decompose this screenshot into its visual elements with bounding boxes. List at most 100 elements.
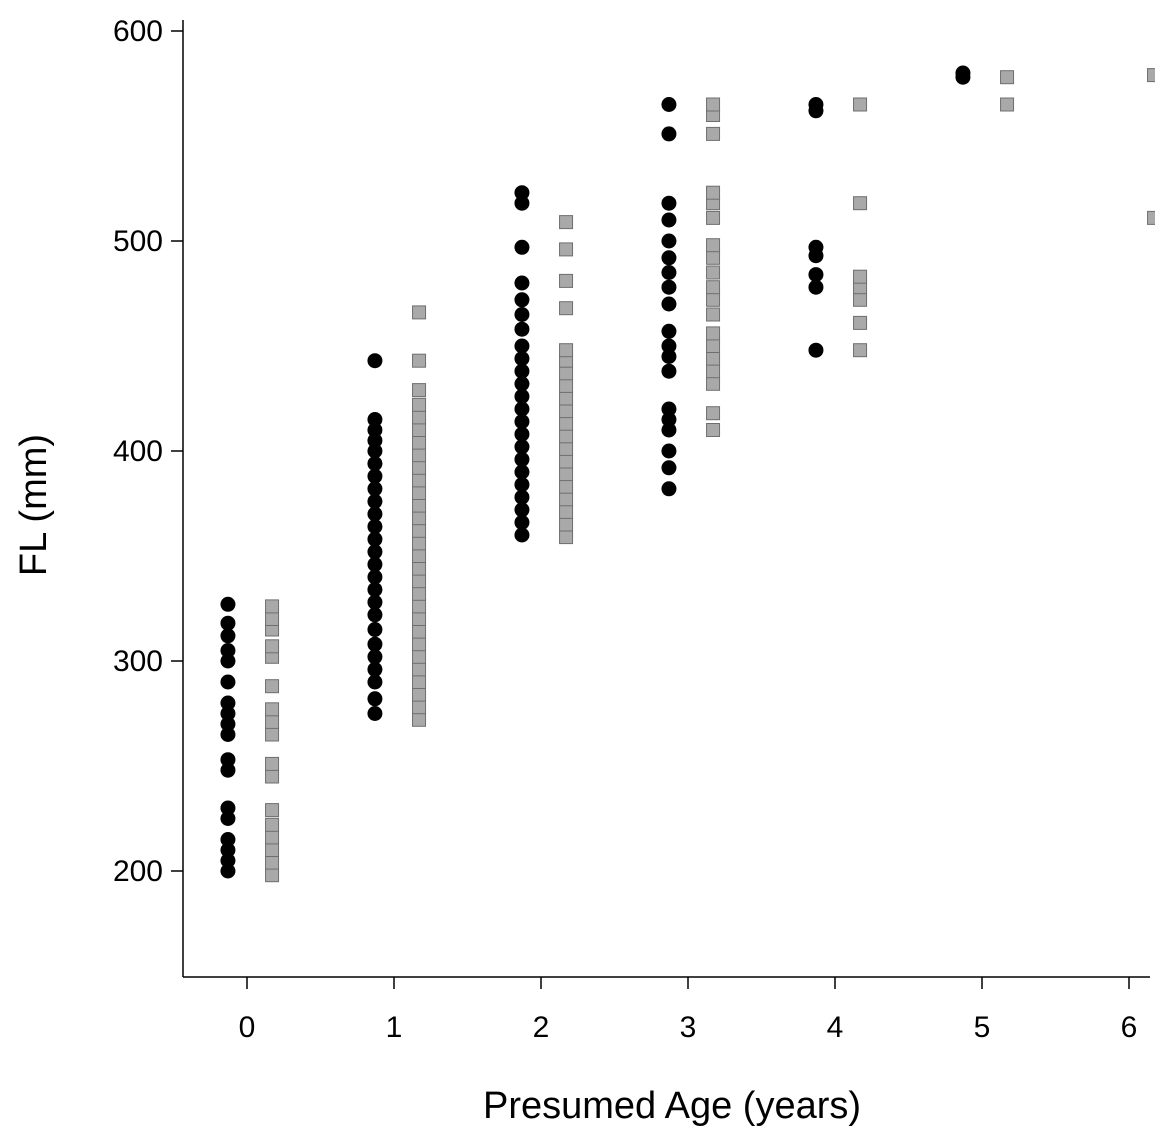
- square-point: [412, 536, 427, 551]
- square-point: [559, 378, 574, 393]
- square-point: [706, 376, 721, 391]
- circle-point: [220, 800, 236, 816]
- circle-point: [808, 267, 824, 283]
- circle-point: [367, 622, 383, 637]
- square-point: [265, 702, 280, 717]
- square-point: [706, 364, 721, 379]
- x-tick-label: 6: [1121, 1011, 1138, 1044]
- circle-point: [514, 414, 530, 430]
- square-point: [412, 561, 427, 576]
- square-point: [559, 391, 574, 406]
- circle-point: [661, 212, 677, 228]
- circle-point: [367, 556, 383, 572]
- y-tick-label: 500: [113, 225, 163, 258]
- x-tick-label: 3: [680, 1011, 697, 1044]
- square-point: [706, 280, 721, 295]
- circle-point: [514, 401, 530, 417]
- circle-point: [367, 594, 383, 610]
- circle-point: [661, 481, 677, 497]
- square-point: [706, 265, 721, 280]
- circle-point: [661, 250, 677, 266]
- square-point: [265, 612, 280, 626]
- circle-point: [367, 706, 383, 721]
- square-point: [412, 687, 427, 702]
- circle-point: [661, 422, 677, 438]
- circle-point: [661, 323, 677, 339]
- square-point: [559, 301, 574, 316]
- square-point: [265, 727, 280, 742]
- square-point: [265, 803, 280, 818]
- square-point: [1147, 210, 1155, 225]
- square-point: [265, 756, 280, 771]
- circle-point: [661, 279, 677, 295]
- square-point: [853, 292, 868, 307]
- circle-point: [955, 65, 971, 81]
- circle-point: [661, 460, 677, 476]
- circle-point: [514, 185, 530, 201]
- circle-point: [514, 351, 530, 367]
- circle-point: [367, 582, 383, 598]
- circle-point: [514, 502, 530, 518]
- square-point: [559, 530, 574, 545]
- square-point: [265, 868, 280, 883]
- circle-point: [220, 653, 236, 669]
- square-point: [706, 126, 721, 141]
- square-point: [265, 679, 280, 694]
- circle-point: [514, 307, 530, 322]
- square-point: [412, 624, 427, 639]
- circle-point: [367, 481, 383, 497]
- circle-point: [220, 727, 236, 742]
- circle-point: [661, 296, 677, 312]
- circle-point: [220, 853, 236, 868]
- axes: 200 300 400 500 600 0 1 2 3 4 5 6: [113, 15, 1150, 1044]
- circle-point: [514, 275, 530, 291]
- circle-point: [367, 661, 383, 677]
- square-point: [265, 714, 280, 729]
- circle-point: [514, 426, 530, 442]
- square-point: [559, 492, 574, 507]
- circle-point: [220, 752, 236, 768]
- circle-point: [514, 321, 530, 337]
- square-point: [412, 383, 427, 398]
- square-point: [412, 712, 427, 727]
- square-point: [412, 423, 427, 437]
- y-tick-label: 300: [113, 645, 163, 678]
- circle-point: [661, 443, 677, 459]
- y-tick-label: 400: [113, 435, 163, 468]
- circle-point: [661, 195, 677, 211]
- circle-point: [220, 762, 236, 778]
- square-point: [559, 242, 574, 257]
- square-point: [412, 649, 427, 664]
- square-point: [559, 467, 574, 482]
- square-point: [412, 574, 427, 589]
- square-point: [412, 448, 427, 463]
- circle-point: [514, 363, 530, 379]
- square-point: [412, 410, 427, 425]
- circle-point: [514, 451, 530, 467]
- circle-point: [220, 716, 236, 732]
- square-point: [559, 429, 574, 444]
- square-point: [412, 498, 427, 513]
- square-point: [1000, 70, 1015, 85]
- square-point: [412, 397, 427, 412]
- circle-point: [661, 349, 677, 364]
- square-point: [412, 612, 427, 626]
- square-point: [265, 769, 280, 784]
- square-point: [706, 210, 721, 225]
- circle-point: [367, 412, 383, 427]
- circle-point: [661, 97, 677, 112]
- square-point: [706, 406, 721, 421]
- square-point: [412, 599, 427, 614]
- circle-point: [514, 376, 530, 392]
- square-point: [706, 307, 721, 322]
- circle-point: [661, 233, 677, 249]
- x-tick-label: 5: [974, 1011, 991, 1044]
- square-point: [412, 662, 427, 677]
- circle-point: [514, 514, 530, 530]
- square-point: [412, 435, 427, 450]
- circle-point: [367, 531, 383, 547]
- circle-point: [514, 489, 530, 505]
- square-point: [559, 273, 574, 288]
- circle-point: [808, 342, 824, 358]
